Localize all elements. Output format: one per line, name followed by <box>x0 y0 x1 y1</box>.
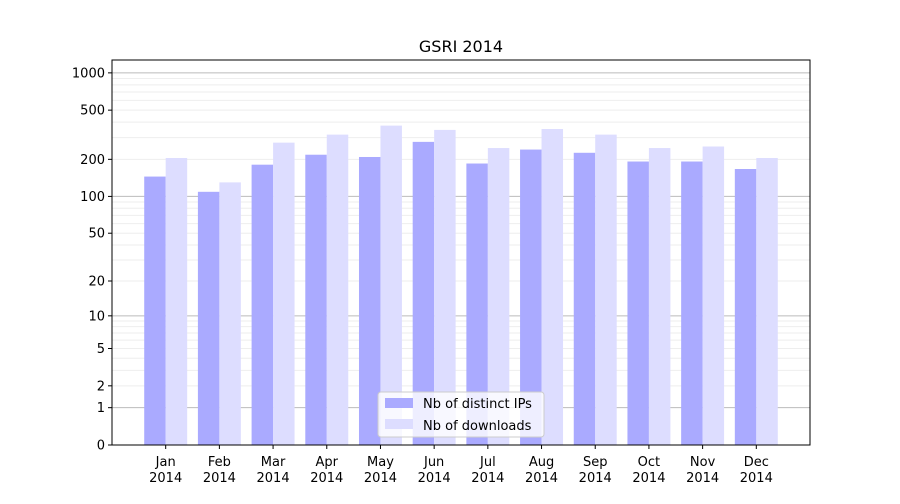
x-tick-label: Sep <box>583 455 608 470</box>
bar-downloads <box>380 125 402 445</box>
y-tick-label: 50 <box>88 227 105 242</box>
bar-distinct-ips <box>251 164 274 445</box>
bar-distinct-ips <box>197 191 220 445</box>
y-tick-label: 10 <box>88 309 105 324</box>
x-tick-label: Aug <box>529 455 554 470</box>
bar-distinct-ips <box>358 156 381 445</box>
x-tick-label: 2014 <box>364 471 397 486</box>
x-tick-label: 2014 <box>149 471 182 486</box>
x-tick-label: 2014 <box>686 471 719 486</box>
y-tick-label: 500 <box>80 104 105 119</box>
x-tick-label: 2014 <box>740 471 773 486</box>
bar-downloads <box>273 142 295 445</box>
bar-downloads <box>595 134 617 445</box>
y-tick-label: 1 <box>97 401 105 416</box>
bar-distinct-ips <box>520 149 542 445</box>
legend-box <box>377 391 545 438</box>
x-tick-label: Feb <box>208 455 231 470</box>
x-tick-label: 2014 <box>579 471 612 486</box>
y-tick-label: 20 <box>88 275 105 290</box>
legend-label-downloads: Nb of downloads <box>423 419 532 434</box>
x-tick-label: Jun <box>423 455 444 470</box>
chart-title: GSRI 2014 <box>419 37 503 56</box>
y-tick-label: 1000 <box>72 66 105 81</box>
x-tick-label: 2014 <box>471 471 504 486</box>
x-tick-label: 2014 <box>632 471 665 486</box>
x-tick-label: Dec <box>744 455 769 470</box>
bar-distinct-ips <box>734 169 757 445</box>
bar-downloads <box>702 146 725 445</box>
x-tick-label: 2014 <box>310 471 343 486</box>
bar-downloads <box>219 182 241 446</box>
legend-swatch-ips <box>385 398 413 408</box>
y-tick-label: 2 <box>97 379 105 394</box>
y-tick-label: 100 <box>80 190 105 205</box>
axes-frame <box>111 59 811 446</box>
x-tick-label: 2014 <box>418 471 451 486</box>
bar-distinct-ips <box>466 163 488 445</box>
bar-downloads <box>756 158 778 445</box>
legend-label-ips: Nb of distinct IPs <box>423 397 532 412</box>
bar-downloads <box>648 148 671 445</box>
bars <box>144 125 778 446</box>
x-tick-label: Oct <box>638 455 660 470</box>
y-axis: 0 1 2 5 10 20 50 100 200 500 1000 <box>72 66 112 454</box>
x-axis: Jan2014Feb2014Mar2014Apr2014May2014Jun20… <box>149 445 773 486</box>
x-tick-label: 2014 <box>203 471 236 486</box>
legend: Nb of distinct IPs Nb of downloads <box>377 391 545 438</box>
bar-downloads <box>165 158 188 445</box>
bar-downloads <box>326 134 349 445</box>
x-tick-label: Mar <box>261 455 286 470</box>
bar-distinct-ips <box>144 176 166 446</box>
x-tick-label: Jul <box>479 455 496 470</box>
x-tick-label: Jan <box>155 455 176 470</box>
x-tick-label: Apr <box>316 455 339 470</box>
bar-downloads <box>434 129 456 445</box>
bar-distinct-ips <box>305 154 327 445</box>
bar-downloads <box>541 129 564 446</box>
y-tick-label: 5 <box>97 342 105 357</box>
y-tick-label: 200 <box>80 153 105 168</box>
bar-distinct-ips <box>627 161 649 446</box>
x-tick-label: May <box>367 455 394 470</box>
bar-distinct-ips <box>412 141 435 445</box>
bar-distinct-ips <box>573 152 596 446</box>
x-tick-label: 2014 <box>525 471 558 486</box>
bar-distinct-ips <box>681 161 703 446</box>
x-tick-label: 2014 <box>257 471 290 486</box>
bar-downloads <box>487 148 510 445</box>
y-tick-label: 0 <box>97 439 105 454</box>
x-tick-label: Nov <box>690 455 716 470</box>
legend-swatch-downloads <box>385 419 413 429</box>
